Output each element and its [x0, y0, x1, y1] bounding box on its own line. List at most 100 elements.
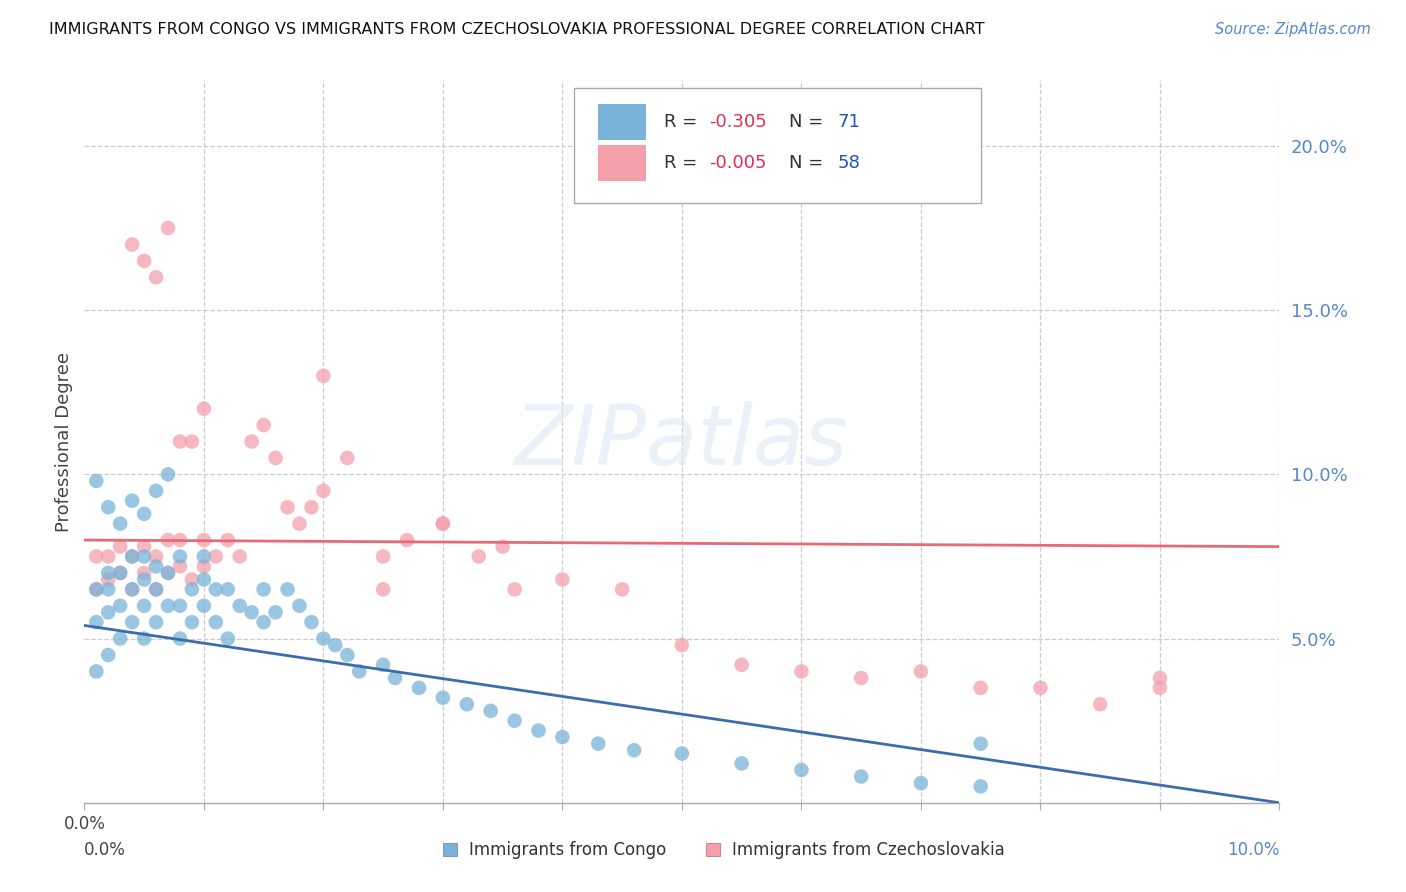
Point [193, 599, 215, 613]
Point [157, 566, 180, 580]
Point [217, 632, 239, 646]
Point [157, 566, 180, 580]
Point [970, 780, 993, 794]
Point [851, 770, 873, 784]
Point [277, 500, 299, 515]
Text: IMMIGRANTS FROM CONGO VS IMMIGRANTS FROM CZECHOSLOVAKIA PROFESSIONAL DEGREE CORR: IMMIGRANTS FROM CONGO VS IMMIGRANTS FROM… [49, 22, 984, 37]
Point [132, 253, 156, 268]
Point [193, 573, 215, 587]
Point [731, 657, 754, 672]
Point [373, 549, 395, 564]
Point [97, 566, 120, 580]
Point [132, 507, 156, 521]
Point [110, 632, 132, 646]
Point [432, 516, 454, 531]
Point [181, 573, 204, 587]
Point [253, 615, 276, 630]
Text: Source: ZipAtlas.com: Source: ZipAtlas.com [1215, 22, 1371, 37]
Point [132, 599, 156, 613]
Point [301, 500, 323, 515]
Point [456, 698, 478, 712]
Point [312, 483, 335, 498]
Point [264, 605, 287, 619]
Text: 71: 71 [838, 113, 860, 131]
Point [97, 549, 120, 564]
Text: N =: N = [790, 154, 830, 172]
Point [121, 237, 143, 252]
Text: -0.005: -0.005 [710, 154, 766, 172]
Point [551, 573, 574, 587]
Point [121, 549, 143, 564]
Point [132, 549, 156, 564]
Point [205, 549, 228, 564]
Point [145, 582, 167, 597]
Point [181, 615, 204, 630]
Point [169, 549, 191, 564]
Point [193, 559, 215, 574]
Point [110, 540, 132, 554]
Point [312, 632, 335, 646]
Point [169, 434, 191, 449]
Point [228, 549, 252, 564]
Point [551, 730, 574, 744]
Point [145, 549, 167, 564]
Point [336, 648, 359, 662]
Point [479, 704, 502, 718]
Point [193, 533, 215, 547]
Point [851, 671, 873, 685]
Point [110, 516, 132, 531]
Point [1090, 698, 1112, 712]
FancyBboxPatch shape [575, 87, 981, 203]
Point [301, 615, 323, 630]
Point [612, 582, 634, 597]
Point [97, 648, 120, 662]
Point [169, 632, 191, 646]
Text: N =: N = [790, 113, 830, 131]
Text: 58: 58 [838, 154, 860, 172]
Point [181, 582, 204, 597]
Point [132, 632, 156, 646]
Point [110, 566, 132, 580]
Point [468, 549, 491, 564]
Point [492, 540, 515, 554]
Text: -0.305: -0.305 [710, 113, 768, 131]
Point [205, 615, 228, 630]
Point [157, 221, 180, 235]
Text: 0.0%: 0.0% [84, 841, 127, 859]
Point [193, 401, 215, 416]
FancyBboxPatch shape [599, 104, 647, 140]
Point [157, 599, 180, 613]
Point [86, 582, 108, 597]
Point [970, 737, 993, 751]
Text: Immigrants from Congo: Immigrants from Congo [470, 841, 666, 859]
Point [145, 270, 167, 285]
Point [970, 681, 993, 695]
Point [121, 582, 143, 597]
Point [86, 615, 108, 630]
Point [145, 483, 167, 498]
Point [121, 615, 143, 630]
Point [97, 582, 120, 597]
Point [253, 582, 276, 597]
Point [86, 582, 108, 597]
Point [86, 665, 108, 679]
Point [790, 665, 813, 679]
Point [253, 418, 276, 433]
Point [288, 516, 311, 531]
Point [349, 665, 371, 679]
FancyBboxPatch shape [599, 145, 647, 181]
Point [228, 599, 252, 613]
Point [193, 549, 215, 564]
FancyBboxPatch shape [706, 843, 720, 856]
Point [264, 450, 287, 465]
Point [731, 756, 754, 771]
Point [336, 450, 359, 465]
Text: Immigrants from Czechoslovakia: Immigrants from Czechoslovakia [733, 841, 1005, 859]
Point [1029, 681, 1052, 695]
Point [157, 533, 180, 547]
Point [86, 549, 108, 564]
Point [217, 533, 239, 547]
Point [527, 723, 550, 738]
Point [503, 582, 526, 597]
Point [396, 533, 419, 547]
